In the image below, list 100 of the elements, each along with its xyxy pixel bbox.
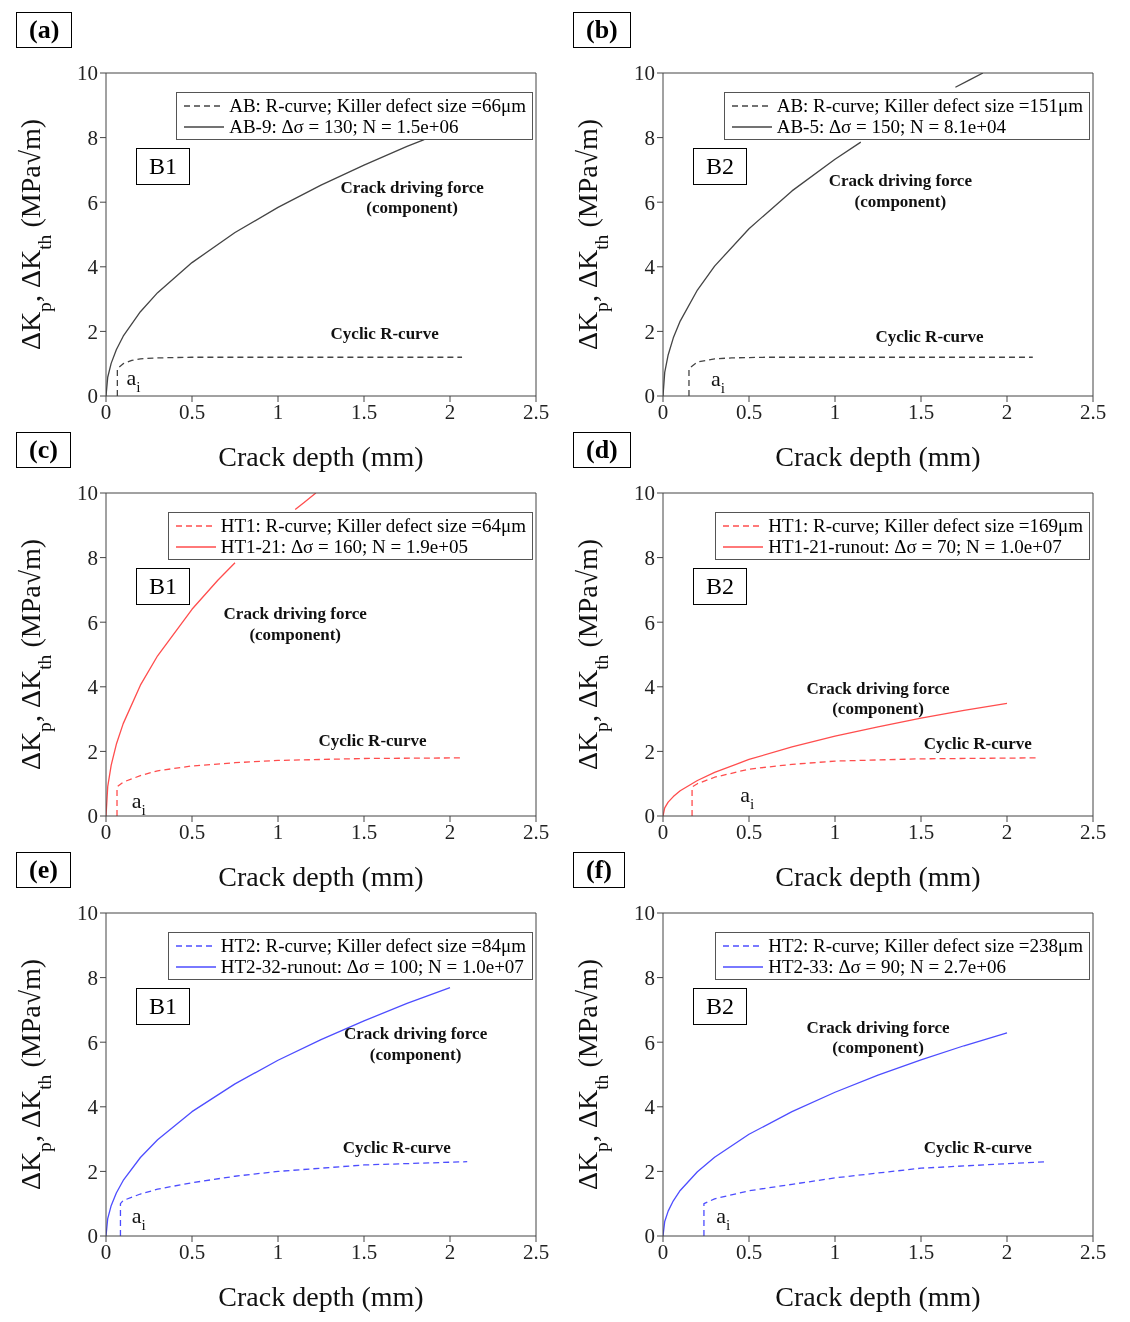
annotation: Crack driving force (component) <box>828 171 973 211</box>
y-tick-label: 2 <box>87 739 98 764</box>
y-tick-label: 8 <box>644 546 655 571</box>
x-tick-label: 1 <box>272 819 284 844</box>
x-tick-label: 2 <box>1001 819 1013 844</box>
x-tick-label: 1.5 <box>907 399 935 424</box>
legend-label: HT1-21-runout: Δσ = 70; N = 1.0e+07 <box>768 536 1062 557</box>
x-tick-label: 0.5 <box>735 1239 763 1264</box>
y-tick-label: 2 <box>644 739 655 764</box>
annotation: a$_{i}$ <box>711 366 726 397</box>
chart-title: (b) <box>573 12 631 48</box>
line-series <box>119 1161 468 1236</box>
annotation: a$_{i}$ <box>740 781 755 812</box>
x-tick-label: 1.5 <box>350 399 378 424</box>
y-tick-label: 10 <box>77 61 98 86</box>
y-tick-label: 4 <box>644 675 656 700</box>
annotation: a$_{i}$ <box>716 1203 731 1234</box>
chart-title: (f) <box>573 852 625 888</box>
y-tick-label: 8 <box>87 126 98 151</box>
y-tick-label: 10 <box>634 61 655 86</box>
annotation: B2 <box>693 148 748 185</box>
legend-label: AB: R-curve; Killer defect size =151μm <box>776 95 1083 116</box>
x-tick-label: 2.5 <box>522 399 550 424</box>
x-tick-label: 1 <box>829 399 841 424</box>
x-tick-label: 2.5 <box>522 819 550 844</box>
x-tick-label: 1 <box>829 819 841 844</box>
legend-label: AB-9: Δσ = 130; N = 1.5e+06 <box>229 116 459 137</box>
annotation: Cyclic R-curve <box>330 323 440 343</box>
x-tick-label: 2 <box>444 399 456 424</box>
annotation: Cyclic R-curve <box>923 733 1033 753</box>
x-tick-label: 2 <box>1001 1239 1013 1264</box>
x-tick-label: 2.5 <box>522 1239 550 1264</box>
legend-label: HT2: R-curve; Killer defect size =238μm <box>768 935 1083 956</box>
x-tick-label: 0.5 <box>178 1239 206 1264</box>
y-tick-label: 4 <box>644 255 656 280</box>
annotation: a$_{i}$ <box>131 1203 146 1234</box>
y-tick-label: 10 <box>634 481 655 506</box>
x-axis-title: Crack depth (mm) <box>775 441 981 472</box>
annotation: Crack driving force (component) <box>340 177 485 218</box>
annotation: B2 <box>693 988 748 1025</box>
chart-title: (d) <box>573 432 631 468</box>
x-tick-label: 2.5 <box>1079 819 1107 844</box>
chart-title: (c) <box>16 432 71 468</box>
x-tick-label: 1.5 <box>350 1239 378 1264</box>
y-tick-label: 8 <box>87 966 98 991</box>
y-tick-label: 8 <box>644 966 655 991</box>
x-axis-title: Crack depth (mm) <box>218 441 424 472</box>
x-tick-label: 0.5 <box>178 399 206 424</box>
y-tick-label: 6 <box>644 190 655 215</box>
y-tick-label: 8 <box>644 126 655 151</box>
legend-label: AB-5: Δσ = 150; N = 8.1e+04 <box>776 116 1006 137</box>
legend-label: HT1: R-curve; Killer defect size =169μm <box>768 515 1083 536</box>
y-tick-label: 6 <box>87 190 98 215</box>
legend-label: HT2-33: Δσ = 90; N = 2.7e+06 <box>768 956 1006 977</box>
x-tick-label: 2 <box>444 1239 456 1264</box>
chart-title: (e) <box>16 852 71 888</box>
x-tick-label: 1 <box>272 399 284 424</box>
y-tick-label: 4 <box>87 675 99 700</box>
x-axis-title: Crack depth (mm) <box>775 861 981 892</box>
annotation: Cyclic R-curve <box>875 326 985 346</box>
y-tick-label: 6 <box>644 1030 655 1055</box>
x-tick-label: 2 <box>1001 399 1013 424</box>
legend-label: HT2-32-runout: Δσ = 100; N = 1.0e+07 <box>220 956 524 977</box>
y-tick-label: 2 <box>644 319 655 344</box>
y-tick-label: 4 <box>87 1095 99 1120</box>
annotation: B1 <box>136 148 191 185</box>
x-tick-label: 2 <box>444 819 456 844</box>
annotation: Cyclic R-curve <box>318 730 428 750</box>
legend-label: HT1-21: Δσ = 160; N = 1.9e+05 <box>220 536 468 557</box>
legend-label: HT2: R-curve; Killer defect size =84μm <box>220 935 526 956</box>
annotation: a$_{i}$ <box>126 364 141 395</box>
annotation: B1 <box>136 568 191 605</box>
y-tick-label: 6 <box>644 610 655 635</box>
x-tick-label: 1.5 <box>907 1239 935 1264</box>
x-tick-label: 0.5 <box>178 819 206 844</box>
y-tick-label: 2 <box>87 1159 98 1184</box>
y-tick-label: 6 <box>87 610 98 635</box>
annotation: Cyclic R-curve <box>923 1137 1033 1157</box>
x-tick-label: 0.5 <box>735 819 763 844</box>
y-tick-label: 10 <box>77 481 98 506</box>
x-axis-title: Crack depth (mm) <box>775 1281 981 1312</box>
line-series <box>116 757 463 816</box>
x-axis-title: Crack depth (mm) <box>218 1281 424 1312</box>
x-tick-label: 0.5 <box>735 399 763 424</box>
y-tick-label: 8 <box>87 546 98 571</box>
annotation: a$_{i}$ <box>131 788 146 819</box>
legend-label: AB: R-curve; Killer defect size =66μm <box>229 95 526 116</box>
annotation: Crack driving force (component) <box>223 604 368 644</box>
chart-title: (a) <box>16 12 73 48</box>
x-tick-label: 1 <box>272 1239 284 1264</box>
x-tick-label: 1 <box>829 1239 841 1264</box>
x-tick-label: 2.5 <box>1079 1239 1107 1264</box>
y-tick-label: 10 <box>77 901 98 926</box>
x-tick-label: 1.5 <box>907 819 935 844</box>
x-tick-label: 2.5 <box>1079 399 1107 424</box>
y-tick-label: 2 <box>87 319 98 344</box>
y-tick-label: 2 <box>644 1159 655 1184</box>
y-tick-label: 4 <box>87 255 99 280</box>
annotation: B1 <box>136 988 191 1025</box>
legend-label: HT1: R-curve; Killer defect size =64μm <box>220 515 526 536</box>
